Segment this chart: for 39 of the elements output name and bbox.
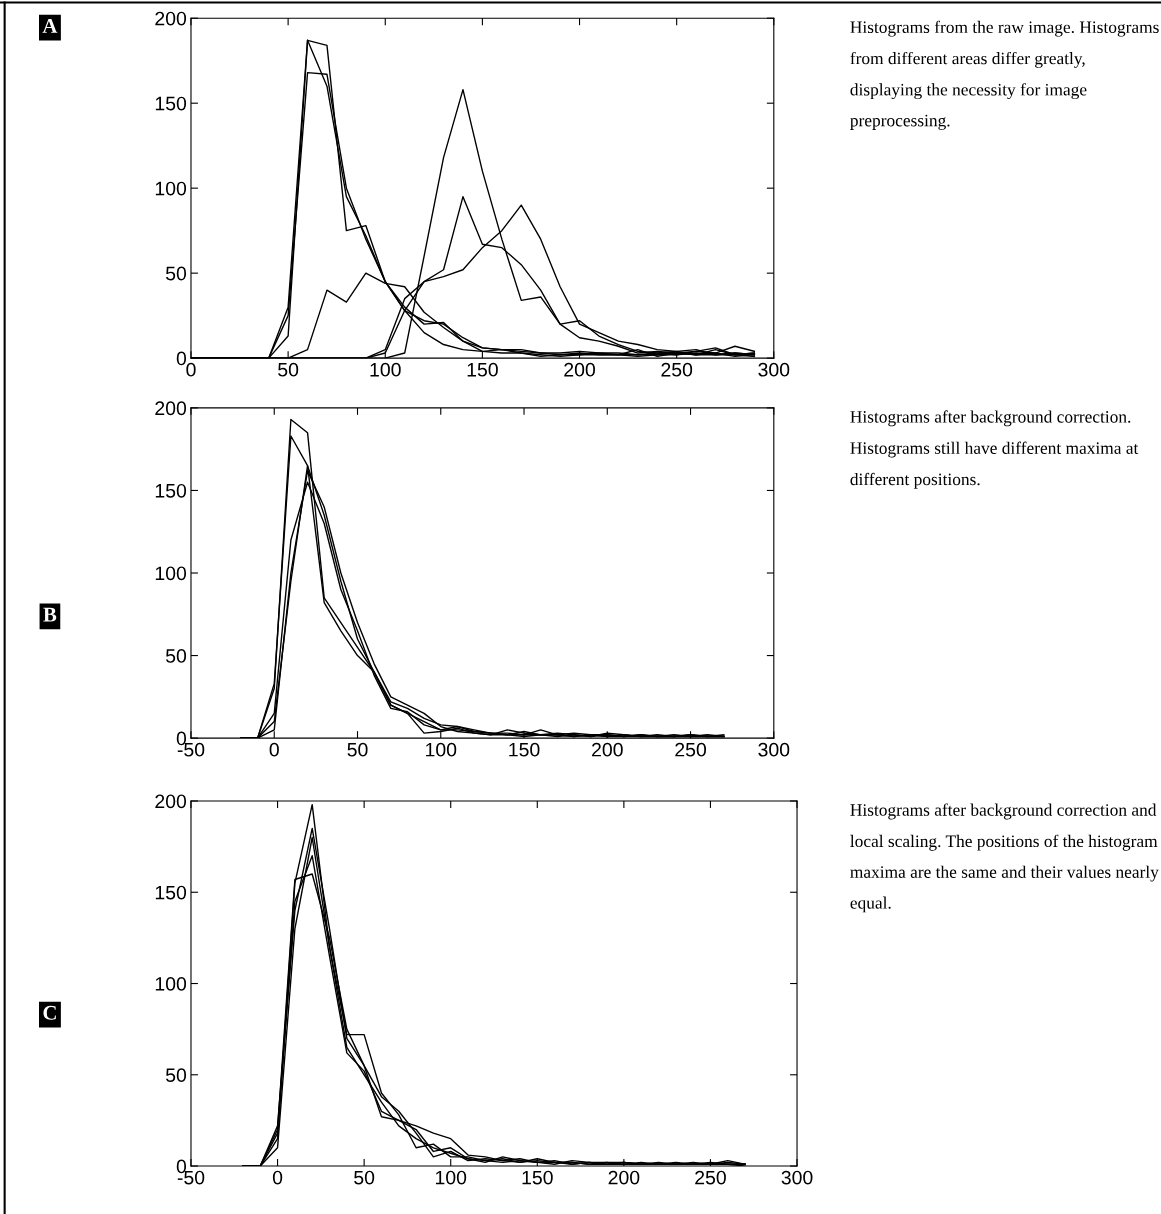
y-tick-label: 200 bbox=[155, 11, 187, 26]
text: Histograms after background correction. Histograms still have different maxima at different positions. bbox=[850, 410, 1139, 489]
x-tick-label: 300 bbox=[758, 742, 790, 757]
y-tick-label: 50 bbox=[165, 266, 187, 281]
text: C bbox=[43, 1005, 56, 1020]
y-tick-label: 150 bbox=[155, 885, 187, 900]
x-tick-label: 200 bbox=[564, 362, 595, 377]
y-tick-label: 50 bbox=[165, 649, 187, 663]
x-tick-label: 50 bbox=[278, 362, 299, 377]
y-tick-label: 0 bbox=[176, 351, 187, 366]
x-tick-label: 50 bbox=[347, 742, 368, 757]
text: A bbox=[42, 18, 58, 33]
x-tick-label: 150 bbox=[509, 742, 540, 757]
y-tick-label: 50 bbox=[165, 1068, 187, 1083]
x-tick-label: 100 bbox=[435, 1170, 467, 1185]
y-tick-label: 100 bbox=[155, 181, 187, 196]
x-tick-label: 250 bbox=[695, 1170, 726, 1185]
y-tick-label: 200 bbox=[155, 401, 187, 416]
x-tick-label: 150 bbox=[522, 1170, 553, 1185]
text: Histograms after background correction and local scaling. The positions of the histogram maxima are the same and their values nearly equal. bbox=[850, 803, 1159, 913]
x-tick-label: 100 bbox=[370, 362, 401, 377]
text: Histograms from the raw image. Histograms from different areas differ greatly, displaying the necessity for image preprocessing. bbox=[850, 20, 1159, 130]
x-tick-label: 300 bbox=[758, 362, 790, 377]
x-tick-label: 0 bbox=[272, 1170, 283, 1185]
x-tick-label: 300 bbox=[781, 1170, 813, 1185]
y-tick-label: 100 bbox=[155, 976, 187, 991]
x-tick-label: 50 bbox=[354, 1170, 375, 1185]
y-tick-label: 100 bbox=[155, 566, 187, 581]
y-tick-label: 150 bbox=[155, 96, 187, 111]
text: B bbox=[43, 607, 57, 622]
y-tick-label: 200 bbox=[155, 794, 187, 809]
x-tick-label: 100 bbox=[426, 742, 457, 757]
x-tick-label: 150 bbox=[467, 362, 498, 377]
x-tick-label: 0 bbox=[269, 742, 279, 757]
x-tick-label: 250 bbox=[661, 362, 693, 377]
x-tick-label: 250 bbox=[675, 742, 707, 757]
x-tick-label: 200 bbox=[608, 1170, 640, 1185]
y-tick-label: 150 bbox=[155, 483, 187, 498]
x-tick-label: 200 bbox=[592, 742, 623, 757]
